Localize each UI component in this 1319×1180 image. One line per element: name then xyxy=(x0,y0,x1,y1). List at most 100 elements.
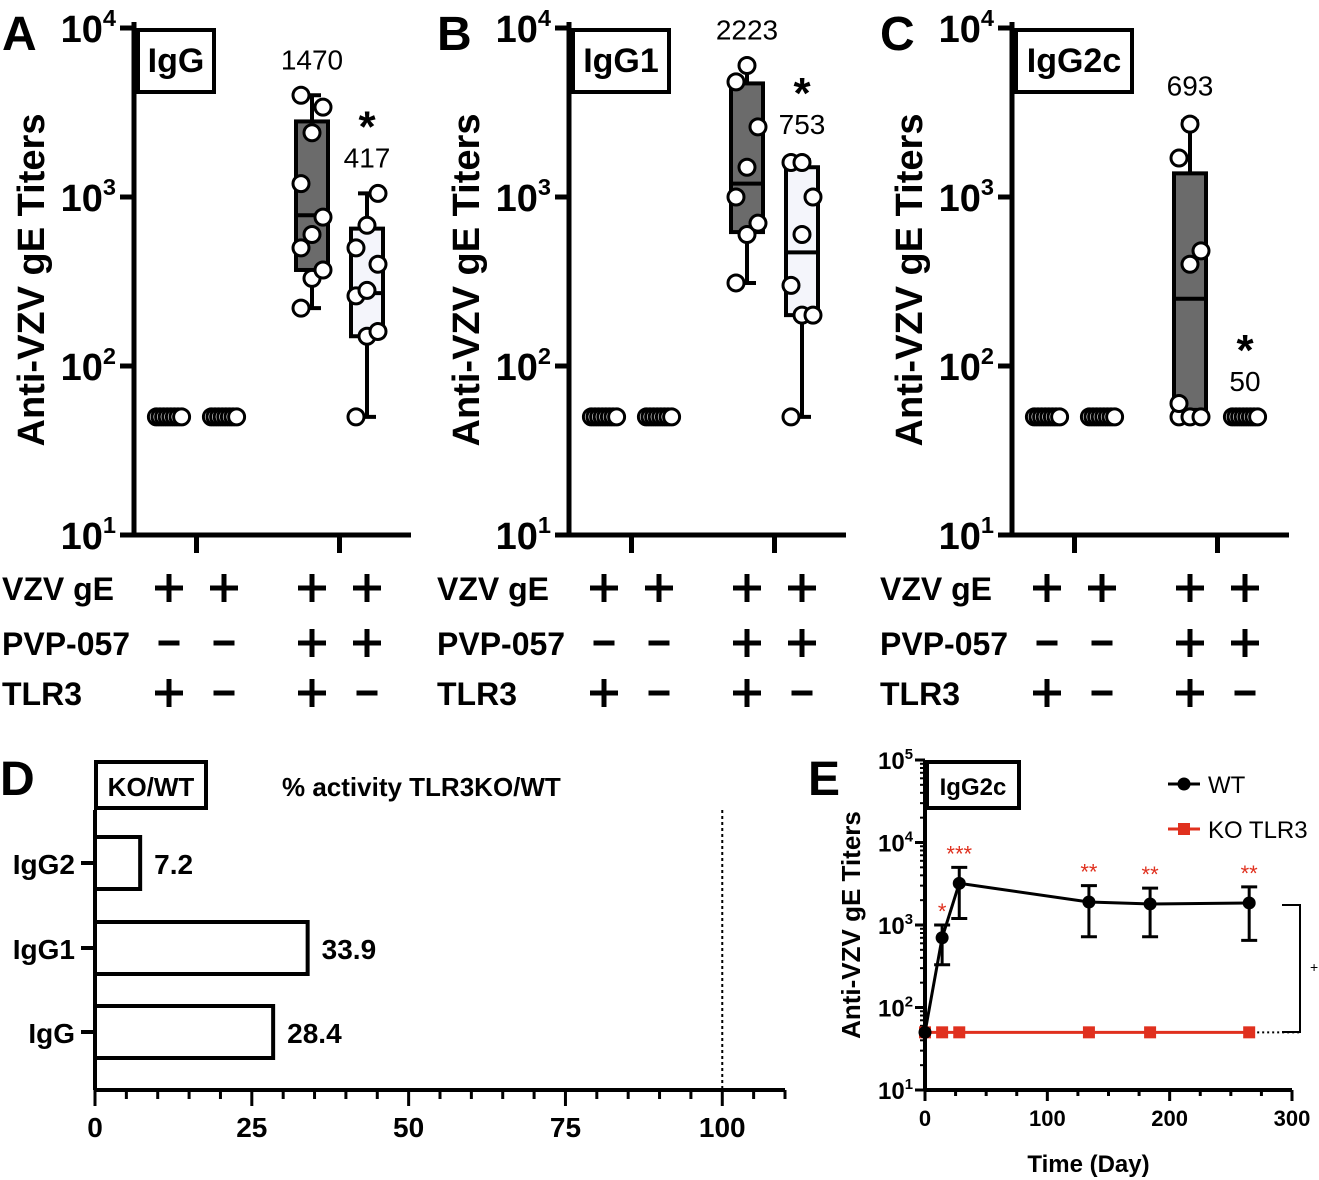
data-point xyxy=(1169,148,1189,168)
data-point xyxy=(313,260,333,280)
legend-label-ko: KO TLR3 xyxy=(1208,817,1308,844)
condition-label: VZV gE xyxy=(2,571,114,607)
bar-value-label: 28.4 xyxy=(287,1018,342,1049)
data-point xyxy=(368,183,388,203)
data-point xyxy=(357,215,377,235)
panel-letter-C: C xyxy=(880,8,915,61)
data-point xyxy=(803,305,823,325)
x-tick-label: 25 xyxy=(236,1112,267,1143)
y-tick-label: 105 xyxy=(878,747,913,775)
group-mean-label: 693 xyxy=(1167,70,1214,101)
panel-title-B: IgG1 xyxy=(583,42,659,80)
condition-label: PVP-057 xyxy=(2,626,130,662)
x-tick-label: 0 xyxy=(87,1112,103,1143)
data-point xyxy=(368,322,388,342)
category-label: IgG2 xyxy=(13,849,75,880)
x-tick-label: 300 xyxy=(1274,1106,1311,1131)
y-tick-label: 103 xyxy=(496,174,551,220)
y-tick-label: 102 xyxy=(496,343,551,389)
group-mean-label: 1470 xyxy=(281,44,343,75)
panel-letter-B: B xyxy=(437,8,472,61)
wt-data-point xyxy=(1143,897,1157,911)
data-point xyxy=(1105,407,1125,427)
panel-letter-E: E xyxy=(808,753,840,806)
x-axis-label: Time (Day) xyxy=(1027,1151,1149,1178)
data-point xyxy=(291,238,311,258)
x-tick-label: 75 xyxy=(550,1112,581,1143)
data-point xyxy=(792,224,812,244)
significance-label: ** xyxy=(1241,861,1259,886)
ko-data-point xyxy=(1243,1026,1256,1039)
data-point xyxy=(172,407,192,427)
significance-star: * xyxy=(358,102,376,151)
wt-data-point xyxy=(935,931,949,945)
ko-data-point xyxy=(936,1026,949,1039)
x-tick-label: 200 xyxy=(1151,1106,1188,1131)
y-tick-label: 104 xyxy=(61,5,116,51)
data-point xyxy=(737,224,757,244)
wt-data-point xyxy=(1082,895,1096,909)
data-point xyxy=(792,153,812,173)
data-point xyxy=(1180,114,1200,134)
title-box xyxy=(925,760,1021,810)
wt-data-point xyxy=(952,876,966,890)
y-tick-label: 103 xyxy=(878,912,913,940)
data-point xyxy=(607,407,627,427)
data-point xyxy=(803,187,823,207)
category-label: IgG1 xyxy=(13,934,75,965)
condition-label: TLR3 xyxy=(2,676,82,712)
panel-e-box-title: IgG2c xyxy=(940,774,1007,801)
condition-label: PVP-057 xyxy=(880,626,1008,662)
data-point xyxy=(313,97,333,117)
data-point xyxy=(726,72,746,92)
data-point xyxy=(781,275,801,295)
title-box xyxy=(136,28,216,94)
wt-data-point xyxy=(1242,896,1256,910)
y-tick-label: 101 xyxy=(878,1077,913,1105)
x-tick-label: 100 xyxy=(699,1112,746,1143)
data-point xyxy=(1050,407,1070,427)
data-point xyxy=(737,55,757,75)
box xyxy=(1172,171,1208,412)
bracket-label: + xyxy=(1310,959,1318,975)
y-tick-label: 104 xyxy=(878,829,914,857)
y-tick-label: 104 xyxy=(496,5,551,51)
significance-bracket xyxy=(1282,904,1301,1033)
panel-letter-A: A xyxy=(2,8,37,61)
group-mean-label: 753 xyxy=(779,109,826,140)
significance-star: * xyxy=(793,69,811,118)
condition-label: TLR3 xyxy=(437,676,517,712)
condition-label: VZV gE xyxy=(437,571,549,607)
data-point xyxy=(302,123,322,143)
group-mean-label: 417 xyxy=(344,142,391,173)
panel-letter-D: D xyxy=(0,753,35,806)
y-tick-label: 101 xyxy=(496,512,551,558)
y-tick-label: 102 xyxy=(878,994,913,1022)
x-tick-label: 0 xyxy=(919,1106,931,1131)
legend-marker-ko xyxy=(1178,823,1190,835)
data-point xyxy=(1248,407,1268,427)
category-label: IgG xyxy=(28,1018,75,1049)
data-point xyxy=(1191,407,1211,427)
y-axis-label: Anti-VZV gE Titers xyxy=(11,114,53,447)
data-point xyxy=(291,174,311,194)
data-point xyxy=(662,407,682,427)
significance-label: ** xyxy=(1080,860,1098,885)
data-point xyxy=(302,224,322,244)
data-point xyxy=(1180,254,1200,274)
data-point xyxy=(726,187,746,207)
ko-data-point xyxy=(1082,1026,1095,1039)
title-box xyxy=(94,760,208,810)
data-point xyxy=(726,273,746,293)
y-tick-label: 102 xyxy=(939,343,994,389)
condition-label: PVP-057 xyxy=(437,626,565,662)
y-tick-label: 103 xyxy=(939,174,994,220)
data-point xyxy=(1191,241,1211,261)
y-axis-label: Anti-VZV gE Titers xyxy=(446,114,488,447)
group-mean-label: 50 xyxy=(1229,366,1260,397)
data-point xyxy=(346,238,366,258)
significance-label: * xyxy=(938,899,947,924)
legend-label-wt: WT xyxy=(1208,772,1246,799)
data-point xyxy=(313,207,333,227)
significance-label: *** xyxy=(946,841,972,866)
